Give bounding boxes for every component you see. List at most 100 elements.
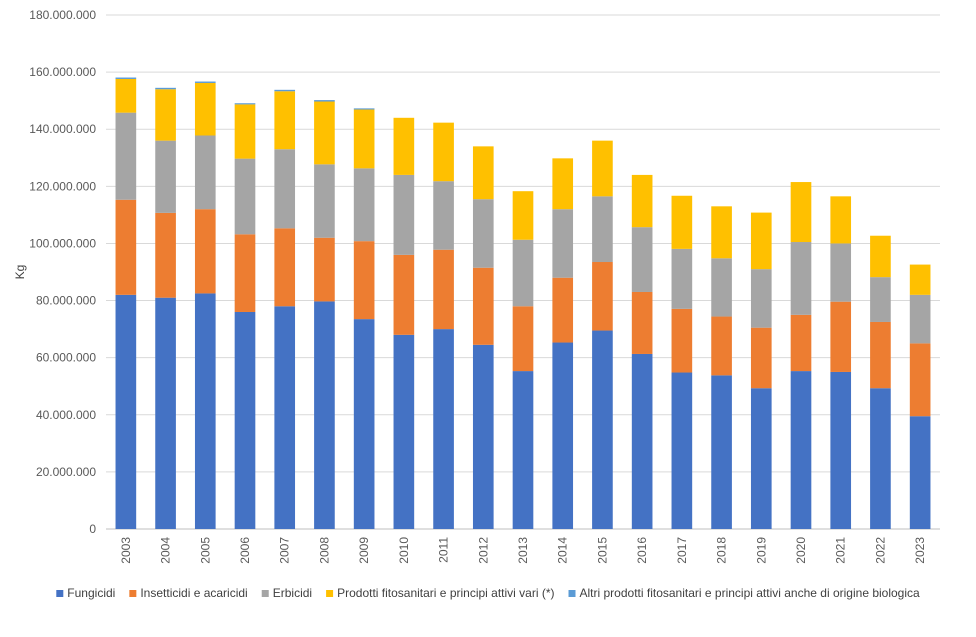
x-tick-label: 2017: [675, 537, 689, 564]
y-tick-label: 60.000.000: [36, 351, 96, 365]
bar-segment-2022-series-3: [870, 235, 891, 278]
bar-segment-2007-series-0: [274, 306, 296, 529]
y-tick-label: 0: [89, 522, 96, 536]
bar-segment-2005-series-2: [194, 135, 216, 210]
bar-segment-2011-series-2: [433, 181, 454, 250]
bar-segment-2011-series-1: [433, 249, 454, 330]
bar-segment-2012-series-3: [472, 146, 494, 200]
legend-item: Altri prodotti fitosanitari e principi a…: [568, 586, 920, 600]
bar-segment-2004-series-1: [155, 212, 176, 298]
x-tick-label: 2005: [198, 537, 212, 564]
bar-segment-2023-series-0: [909, 416, 931, 529]
bar-segment-2017-series-1: [671, 308, 693, 373]
legend-label: Insetticidi e acaricidi: [140, 586, 247, 600]
bar-segment-2018-series-0: [711, 375, 732, 529]
bar-segment-2005-series-0: [194, 293, 216, 529]
bar-segment-2017-series-0: [671, 372, 693, 529]
y-axis-tick-labels: 0 20.000.000 40.000.000 60.000.000 80.000.00…: [29, 8, 96, 536]
bar-segment-2023-series-1: [909, 343, 931, 417]
x-tick-label: 2009: [357, 537, 371, 564]
bar-segment-2003-series-1: [115, 199, 137, 295]
bar-segment-2003-series-0: [115, 294, 137, 529]
bar-segment-2018-series-3: [711, 206, 732, 259]
bar-segment-2018-series-1: [711, 316, 732, 376]
legend-label: Prodotti fitosanitari e principi attivi …: [337, 586, 554, 600]
legend-item: Fungicidi: [56, 586, 115, 600]
x-tick-label: 2023: [913, 537, 927, 564]
bar-segment-2008-series-4: [314, 100, 335, 102]
legend-item: Prodotti fitosanitari e principi attivi …: [326, 586, 555, 600]
x-tick-label: 2019: [754, 537, 768, 564]
bar-segment-2009-series-2: [353, 168, 375, 242]
y-tick-label: 160.000.000: [29, 65, 96, 79]
bar-segment-2016-series-0: [631, 353, 653, 529]
legend-swatch: [326, 590, 334, 597]
bar-segment-2010-series-2: [393, 174, 415, 255]
x-axis-tick-labels: 2003 2004 2005 2006 2007 2008 2009 2010 2011 2012…: [119, 537, 927, 564]
bar-segment-2006-series-4: [234, 103, 256, 105]
bar-segment-2009-series-0: [353, 319, 375, 529]
bar-segment-2004-series-3: [155, 89, 176, 141]
bar-segment-2004-series-2: [155, 140, 176, 213]
bar-segment-2023-series-3: [909, 264, 931, 295]
x-tick-label: 2007: [278, 537, 292, 564]
bar-segment-2017-series-3: [671, 195, 693, 249]
bar-segment-2009-series-4: [353, 108, 375, 110]
bar-segment-2020-series-2: [790, 242, 812, 315]
bar-segment-2003-series-3: [115, 78, 137, 113]
bar-segment-2008-series-3: [314, 101, 335, 165]
x-tick-label: 2021: [834, 537, 848, 564]
bar-segment-2008-series-2: [314, 164, 335, 238]
y-tick-label: 80.000.000: [36, 294, 96, 308]
bar-segment-2015-series-3: [592, 140, 613, 197]
bar-segment-2007-series-1: [274, 228, 296, 307]
bar-segment-2020-series-3: [790, 182, 812, 243]
bar-segment-2013-series-3: [512, 191, 534, 240]
bar-segment-2014-series-2: [552, 209, 574, 278]
x-tick-label: 2016: [635, 537, 649, 564]
bar-segment-2007-series-4: [274, 89, 296, 92]
bar-segment-2013-series-2: [512, 239, 534, 307]
legend-swatch: [56, 590, 64, 597]
bar-segment-2006-series-0: [234, 311, 256, 529]
bar-segment-2012-series-0: [472, 344, 494, 529]
bar-segment-2015-series-2: [592, 196, 613, 263]
legend-swatch: [129, 590, 137, 597]
bar-segment-2008-series-1: [314, 237, 335, 302]
legend-swatch: [568, 590, 576, 597]
legend-item: Erbicidi: [261, 586, 312, 600]
x-tick-label: 2022: [873, 537, 887, 564]
bar-segment-2019-series-2: [750, 269, 772, 328]
bar-segment-2022-series-2: [870, 277, 891, 322]
bar-segment-2005-series-1: [194, 209, 216, 294]
bar-segment-2003-series-2: [115, 112, 137, 200]
bar-segment-2005-series-4: [194, 81, 216, 83]
legend-label: Fungicidi: [67, 586, 115, 600]
bar-segment-2009-series-3: [353, 109, 375, 169]
bar-segment-2015-series-0: [592, 330, 613, 529]
bar-segment-2011-series-0: [433, 329, 454, 529]
bar-segment-2005-series-3: [194, 82, 216, 136]
bar-segment-2020-series-0: [790, 371, 812, 529]
x-tick-label: 2006: [238, 537, 252, 564]
x-tick-label: 2014: [556, 537, 570, 564]
x-tick-label: 2011: [437, 537, 451, 563]
bar-segment-2010-series-3: [393, 117, 415, 175]
bar-segment-2016-series-1: [631, 291, 653, 354]
bar-segment-2007-series-3: [274, 91, 296, 150]
bar-segment-2006-series-3: [234, 104, 256, 159]
bar-segment-2007-series-2: [274, 149, 296, 229]
x-tick-label: 2013: [516, 537, 530, 564]
x-tick-label: 2004: [159, 537, 173, 564]
bar-segment-2016-series-3: [631, 174, 653, 228]
x-tick-label: 2015: [595, 537, 609, 564]
bar-segment-2021-series-0: [830, 371, 852, 529]
y-tick-label: 100.000.000: [29, 236, 96, 250]
y-tick-label: 120.000.000: [29, 179, 96, 193]
bar-segment-2016-series-2: [631, 227, 653, 292]
legend-label: Erbicidi: [273, 586, 312, 600]
bar-segment-2015-series-1: [592, 262, 613, 331]
legend-item: Insetticidi e acaricidi: [129, 586, 248, 600]
y-axis-title: Kg: [13, 265, 27, 280]
bar-segment-2004-series-4: [155, 87, 176, 90]
